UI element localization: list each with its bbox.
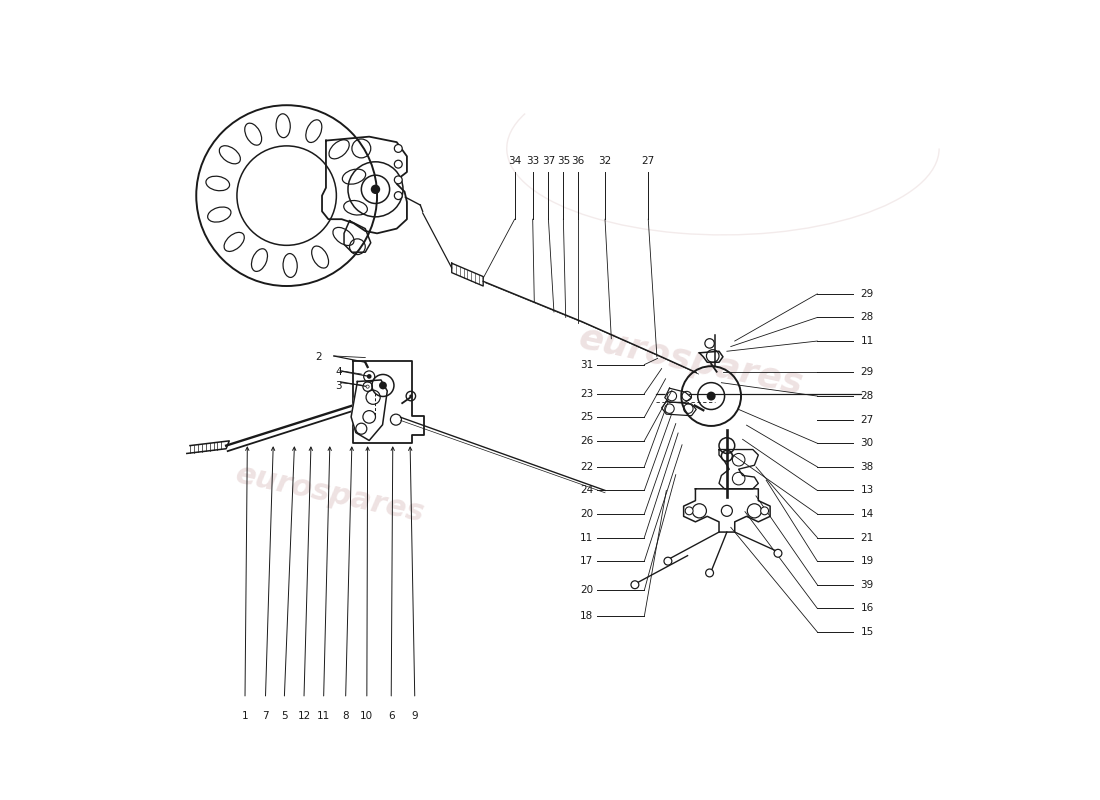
Circle shape	[366, 374, 372, 378]
Text: 3: 3	[336, 381, 342, 391]
Text: 37: 37	[542, 156, 556, 166]
Text: 1: 1	[242, 710, 249, 721]
Text: 26: 26	[580, 436, 593, 446]
Text: 20: 20	[580, 586, 593, 595]
Text: 22: 22	[580, 462, 593, 472]
Circle shape	[761, 507, 769, 514]
Text: 38: 38	[860, 462, 873, 472]
Circle shape	[395, 192, 403, 199]
Text: 15: 15	[860, 627, 873, 637]
Circle shape	[395, 176, 403, 184]
Text: 19: 19	[860, 556, 873, 566]
Text: 2: 2	[316, 352, 322, 362]
Text: 11: 11	[860, 336, 873, 346]
Text: 27: 27	[641, 156, 654, 166]
Circle shape	[395, 160, 403, 168]
Text: 11: 11	[317, 710, 330, 721]
Polygon shape	[353, 361, 425, 443]
Text: 10: 10	[361, 710, 373, 721]
Text: 17: 17	[580, 556, 593, 566]
Polygon shape	[322, 137, 407, 234]
Polygon shape	[664, 388, 692, 402]
Circle shape	[631, 581, 639, 589]
Text: 18: 18	[580, 611, 593, 621]
Text: eurospares: eurospares	[232, 460, 427, 529]
Text: 23: 23	[580, 389, 593, 398]
Text: 9: 9	[411, 710, 418, 721]
Circle shape	[774, 550, 782, 558]
Polygon shape	[344, 221, 371, 252]
Text: 35: 35	[557, 156, 570, 166]
Polygon shape	[719, 450, 758, 489]
Text: 5: 5	[280, 710, 287, 721]
Circle shape	[706, 391, 716, 401]
Polygon shape	[700, 351, 723, 362]
Polygon shape	[661, 402, 696, 416]
Text: 34: 34	[508, 156, 521, 166]
Text: eurospares: eurospares	[576, 320, 806, 401]
Text: 20: 20	[580, 509, 593, 519]
Polygon shape	[187, 441, 229, 454]
Text: 11: 11	[580, 533, 593, 542]
Text: 27: 27	[860, 414, 873, 425]
Text: 32: 32	[598, 156, 612, 166]
Text: 7: 7	[262, 710, 268, 721]
Polygon shape	[452, 263, 483, 286]
Circle shape	[371, 185, 381, 194]
Circle shape	[395, 145, 403, 152]
Circle shape	[722, 506, 733, 516]
Text: 29: 29	[860, 289, 873, 299]
Text: 29: 29	[860, 367, 873, 378]
Circle shape	[366, 385, 370, 388]
Text: 13: 13	[860, 486, 873, 495]
Polygon shape	[683, 489, 770, 532]
Circle shape	[664, 558, 672, 565]
Text: 24: 24	[580, 486, 593, 495]
Text: 25: 25	[580, 412, 593, 422]
Circle shape	[379, 382, 387, 390]
Text: 36: 36	[571, 156, 584, 166]
Text: 16: 16	[860, 603, 873, 614]
Polygon shape	[351, 380, 387, 441]
Text: 31: 31	[580, 360, 593, 370]
Circle shape	[706, 569, 714, 577]
Text: 30: 30	[860, 438, 873, 448]
Text: 33: 33	[526, 156, 539, 166]
Text: 28: 28	[860, 391, 873, 401]
Circle shape	[685, 507, 693, 514]
Circle shape	[409, 394, 412, 398]
Text: 4: 4	[336, 367, 342, 378]
Text: 39: 39	[860, 580, 873, 590]
Text: 21: 21	[860, 533, 873, 542]
Text: 28: 28	[860, 313, 873, 322]
Text: 14: 14	[860, 509, 873, 519]
Text: 12: 12	[297, 710, 310, 721]
Text: 8: 8	[342, 710, 349, 721]
Text: 6: 6	[388, 710, 395, 721]
